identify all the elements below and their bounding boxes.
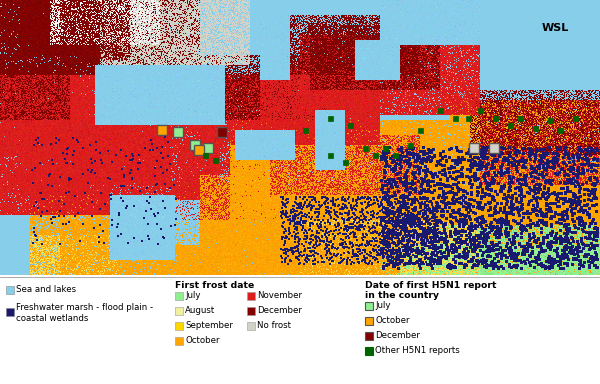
Bar <box>247 322 255 330</box>
Text: Date of first H5N1 report: Date of first H5N1 report <box>365 281 497 290</box>
Bar <box>194 145 204 155</box>
Bar <box>365 317 373 325</box>
Bar <box>373 153 378 158</box>
Bar <box>365 332 373 340</box>
Text: December: December <box>257 306 302 315</box>
Bar <box>393 153 398 158</box>
Bar <box>157 125 167 135</box>
Bar <box>418 128 423 133</box>
Bar <box>173 127 183 137</box>
Bar <box>175 291 183 300</box>
Bar <box>558 128 563 133</box>
Text: First frost date: First frost date <box>175 281 254 290</box>
Bar <box>247 291 255 300</box>
Bar <box>478 108 483 113</box>
Bar <box>383 146 388 151</box>
Bar <box>518 116 523 121</box>
Bar <box>508 123 513 128</box>
Text: September: September <box>185 321 233 330</box>
Bar <box>6 308 14 316</box>
Bar <box>328 116 333 121</box>
Bar <box>348 123 353 128</box>
Bar <box>190 140 200 150</box>
Text: Freshwater marsh - flood plain -: Freshwater marsh - flood plain - <box>16 303 153 312</box>
Bar <box>175 337 183 345</box>
Bar <box>328 153 333 158</box>
Bar <box>217 127 227 137</box>
Bar <box>203 153 208 158</box>
Text: August: August <box>185 306 215 315</box>
Bar <box>365 347 373 355</box>
Bar <box>438 108 443 113</box>
Text: November: November <box>257 291 302 300</box>
Text: December: December <box>375 331 420 340</box>
Bar <box>175 322 183 330</box>
Text: Sea and lakes: Sea and lakes <box>16 285 76 294</box>
Text: in the country: in the country <box>365 291 439 300</box>
Text: October: October <box>185 336 220 345</box>
Bar <box>363 146 368 151</box>
Bar <box>493 116 498 121</box>
Bar <box>453 116 458 121</box>
Bar <box>303 128 308 133</box>
Text: WSL: WSL <box>541 23 569 33</box>
Text: No frost: No frost <box>257 321 291 330</box>
Bar <box>175 307 183 315</box>
Text: July: July <box>185 291 200 300</box>
Bar <box>466 116 471 121</box>
Bar <box>548 118 553 123</box>
Bar <box>408 143 413 148</box>
Text: Other H5N1 reports: Other H5N1 reports <box>375 346 460 355</box>
Bar <box>533 126 538 131</box>
Bar <box>213 158 218 163</box>
Text: October: October <box>375 316 409 325</box>
Bar <box>343 160 348 165</box>
Bar <box>573 116 578 121</box>
Bar <box>469 143 479 153</box>
Bar <box>6 286 14 294</box>
Bar <box>489 143 499 153</box>
Bar <box>365 302 373 310</box>
Text: July: July <box>375 301 391 310</box>
Text: coastal wetlands: coastal wetlands <box>16 314 88 323</box>
Bar <box>247 307 255 315</box>
Bar <box>203 143 213 153</box>
